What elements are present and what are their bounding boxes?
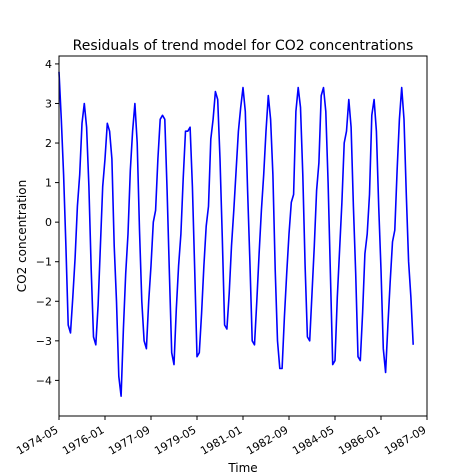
x-axis-title: Time	[227, 461, 257, 474]
x-tick-label: 1986-01	[336, 423, 382, 457]
y-tick-label: −1	[36, 256, 52, 269]
y-tick-label: −3	[36, 335, 52, 348]
x-tick-label: 1976-01	[60, 423, 106, 457]
y-tick-label: 2	[45, 137, 52, 150]
y-axis: −4 −3 −2 −1 0 1 2 3 4	[36, 58, 59, 387]
x-tick-label: 1979-05	[152, 423, 198, 457]
y-tick-label: −4	[36, 374, 52, 387]
y-axis-title: CO2 concentration	[15, 180, 29, 292]
y-tick-label: 4	[45, 58, 52, 71]
x-tick-label: 1987-09	[382, 423, 428, 457]
x-tick-label: 1974-05	[14, 423, 60, 457]
series-line	[58, 71, 414, 398]
x-tick-label: 1981-01	[198, 423, 244, 457]
plot-background	[59, 56, 427, 416]
x-tick-label: 1984-05	[290, 423, 336, 457]
y-tick-label: 3	[45, 97, 52, 110]
chart-title: Residuals of trend model for CO2 concent…	[73, 38, 414, 54]
y-tick-label: 0	[45, 216, 52, 229]
x-axis: 1974-05 1976-01 1977-09 1979-05 1981-01 1982-…	[14, 416, 429, 458]
y-tick-label: −2	[36, 295, 52, 308]
x-tick-label: 1977-09	[106, 423, 152, 457]
plot-frame	[58, 55, 428, 417]
y-tick-label: 1	[45, 177, 52, 190]
x-tick-label: 1982-09	[244, 423, 290, 457]
